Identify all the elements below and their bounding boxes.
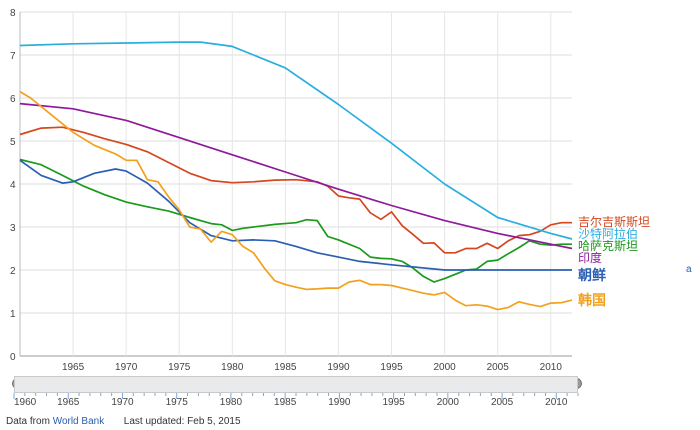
x-tick-label: 1965	[62, 362, 85, 373]
stray-mark: a	[686, 264, 692, 275]
y-tick-label: 1	[10, 309, 16, 320]
x-tick-label: 1990	[327, 362, 350, 373]
legend-label: 吉尔吉斯斯坦	[578, 214, 650, 229]
legend-label: 印度	[578, 250, 602, 265]
series-line	[19, 41, 573, 240]
y-tick-label: 3	[10, 223, 16, 234]
y-tick-label: 7	[10, 51, 16, 62]
timeline-tick-label: 2010	[545, 397, 568, 408]
timeline-tick-label: 2000	[437, 397, 460, 408]
y-tick-label: 8	[10, 8, 16, 19]
timeline-tick-label: 1995	[382, 397, 405, 408]
series-line	[19, 158, 572, 283]
y-tick-label: 0	[10, 352, 16, 363]
timeline-tick-label: 1980	[220, 397, 243, 408]
legend-label: 朝鲜	[578, 267, 606, 284]
y-tick-label: 2	[10, 266, 16, 277]
legend-label: 哈萨克斯坦	[578, 239, 638, 253]
world-bank-link[interactable]: World Bank	[52, 416, 105, 427]
y-tick-label: 5	[10, 137, 16, 148]
x-tick-label: 2000	[433, 362, 456, 373]
x-tick-label: 1985	[274, 362, 297, 373]
series-line	[19, 159, 572, 271]
timeline-tick-label: 1990	[328, 397, 351, 408]
x-tick-label: 2005	[487, 362, 510, 373]
series-line	[19, 90, 573, 311]
footer-prefix: Data from	[6, 416, 50, 427]
x-tick-label: 1975	[168, 362, 191, 373]
y-tick-label: 6	[10, 94, 16, 105]
timeline-tick-label: 2005	[491, 397, 514, 408]
series-line	[19, 102, 573, 250]
x-tick-label: 2010	[540, 362, 563, 373]
timeline-tick-label: 1965	[57, 397, 80, 408]
x-tick-label: 1995	[380, 362, 403, 373]
timeline-tick-label: 1970	[111, 397, 134, 408]
x-tick-label: 1980	[221, 362, 244, 373]
legend-label: 韩国	[578, 292, 606, 309]
footer: Data from World Bank Last updated: Feb 5…	[6, 416, 241, 427]
timeline-range-slider[interactable]	[14, 376, 578, 393]
x-tick-label: 1970	[115, 362, 138, 373]
y-tick-label: 4	[10, 180, 16, 191]
legend-label: 沙特阿拉伯	[578, 226, 638, 241]
series-line	[19, 126, 572, 254]
timeline-tick-label: 1985	[274, 397, 297, 408]
timeline-start-label: 1960	[14, 397, 37, 408]
last-updated: Last updated: Feb 5, 2015	[123, 416, 241, 427]
timeline-tick-label: 1975	[166, 397, 189, 408]
